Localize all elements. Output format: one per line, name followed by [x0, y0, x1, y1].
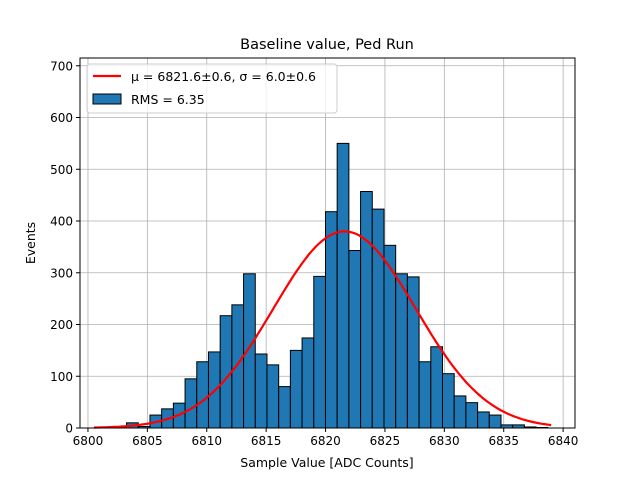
histogram-bar — [465, 402, 479, 429]
y-tick-label: 0 — [65, 422, 73, 436]
histogram-bar — [441, 373, 455, 429]
histogram-bar — [360, 191, 373, 429]
y-tick-label: 400 — [50, 215, 73, 229]
plot-frame — [79, 57, 576, 429]
histogram-bar — [313, 275, 326, 429]
histogram-bar — [301, 337, 315, 429]
y-tick-label: 700 — [50, 59, 73, 73]
y-tick-label: 100 — [50, 370, 73, 384]
histogram-bar — [266, 364, 280, 429]
fit-curve — [93, 230, 552, 429]
histogram-bar — [231, 304, 245, 429]
chart-title: Baseline value, Ped Run — [240, 37, 414, 53]
histogram-bar — [243, 273, 256, 429]
legend: μ = 6821.6±0.6, σ = 6.0±0.6 RMS = 6.35 — [86, 63, 338, 114]
histogram-bar — [488, 414, 502, 429]
histogram-bar — [418, 361, 432, 429]
legend-box — [86, 63, 338, 114]
histogram-bar — [348, 250, 362, 429]
y-tick-label: 500 — [50, 163, 73, 177]
histogram-bar — [453, 395, 467, 429]
y-tick-label: 600 — [50, 111, 73, 125]
histogram-bar — [254, 353, 268, 429]
x-tick-label: 6840 — [548, 434, 579, 448]
x-axis-label: Sample Value [ADC Counts] — [240, 455, 413, 470]
x-tick-label: 6820 — [310, 434, 341, 448]
legend-fit-label: μ = 6821.6±0.6, σ = 6.0±0.6 — [131, 69, 316, 84]
histogram-bar — [430, 346, 443, 429]
x-tick-label: 6810 — [191, 434, 222, 448]
y-axis-label: Events — [23, 222, 38, 264]
histogram-bar — [371, 208, 385, 429]
histogram-bar — [196, 361, 209, 429]
histogram-bar — [278, 386, 291, 429]
histogram-bar — [324, 211, 338, 429]
x-tick-label: 6835 — [488, 434, 519, 448]
histogram-bar — [219, 315, 233, 429]
x-tick-label: 6800 — [73, 434, 104, 448]
x-tick-label: 6830 — [429, 434, 460, 448]
x-tick-label: 6815 — [251, 434, 282, 448]
legend-hist-swatch — [92, 93, 122, 105]
y-tick-label: 200 — [50, 318, 73, 332]
histogram-bar — [336, 142, 350, 429]
legend-hist-label: RMS = 6.35 — [131, 92, 205, 107]
histogram-bar — [289, 349, 303, 429]
x-tick-label: 6805 — [132, 434, 163, 448]
histogram-bar — [477, 411, 490, 429]
x-tick-label: 6825 — [370, 434, 401, 448]
histogram-bar — [395, 273, 408, 429]
histogram-bar — [184, 378, 198, 429]
y-tick-label: 300 — [50, 266, 73, 280]
